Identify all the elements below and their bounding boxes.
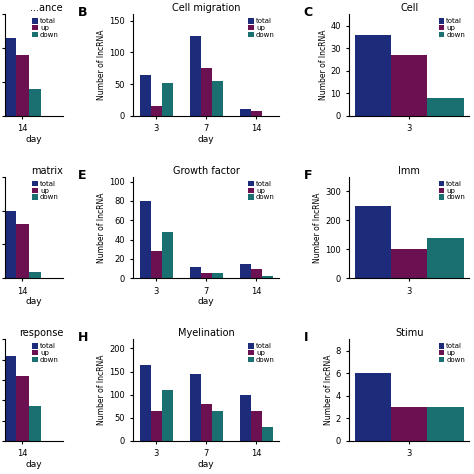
Bar	[251, 111, 262, 116]
Title: Growth factor: Growth factor	[173, 166, 240, 176]
Bar	[140, 365, 151, 441]
Bar	[151, 106, 162, 116]
Bar	[28, 272, 42, 278]
Bar	[391, 249, 428, 278]
Legend: total, up, down: total, up, down	[32, 343, 60, 364]
Bar	[151, 411, 162, 441]
Bar	[212, 81, 223, 116]
Text: I: I	[304, 331, 308, 344]
Bar	[140, 74, 151, 116]
Bar	[190, 267, 201, 278]
Bar	[428, 98, 464, 116]
X-axis label: day: day	[26, 135, 42, 144]
Y-axis label: Number of lncRNA: Number of lncRNA	[98, 355, 107, 425]
Legend: total, up, down: total, up, down	[248, 18, 276, 39]
Text: response: response	[18, 328, 63, 338]
Text: H: H	[78, 331, 88, 344]
Bar	[212, 273, 223, 278]
Legend: total, up, down: total, up, down	[32, 18, 60, 39]
Legend: total, up, down: total, up, down	[438, 18, 466, 39]
Bar	[28, 89, 42, 116]
Bar	[391, 55, 428, 116]
Bar	[16, 376, 28, 441]
Bar	[162, 390, 173, 441]
Text: ...ance: ...ance	[30, 3, 63, 13]
Bar	[262, 276, 273, 278]
Bar	[428, 407, 464, 441]
Bar	[190, 374, 201, 441]
Bar	[251, 269, 262, 278]
Bar	[3, 38, 16, 116]
Title: Imm: Imm	[398, 166, 420, 176]
Y-axis label: Number of lncRNA: Number of lncRNA	[98, 192, 107, 263]
Title: Myelination: Myelination	[178, 328, 235, 338]
Bar	[151, 251, 162, 278]
X-axis label: day: day	[26, 459, 42, 468]
X-axis label: day: day	[198, 297, 215, 306]
Bar	[355, 206, 391, 278]
X-axis label: day: day	[198, 459, 215, 468]
Bar	[391, 407, 428, 441]
Bar	[201, 273, 212, 278]
Bar	[162, 232, 173, 278]
Bar	[355, 35, 391, 116]
Bar	[190, 36, 201, 116]
Bar	[16, 55, 28, 116]
Text: F: F	[304, 169, 312, 182]
Y-axis label: Number of lncRNA: Number of lncRNA	[319, 30, 328, 100]
Bar	[239, 109, 251, 116]
Legend: total, up, down: total, up, down	[248, 343, 276, 364]
Y-axis label: Number of lncRNA: Number of lncRNA	[313, 192, 322, 263]
Legend: total, up, down: total, up, down	[438, 343, 466, 364]
Legend: total, up, down: total, up, down	[32, 180, 60, 201]
Text: C: C	[304, 6, 313, 19]
X-axis label: day: day	[198, 135, 215, 144]
Text: E: E	[78, 169, 86, 182]
Title: Cell migration: Cell migration	[172, 3, 240, 13]
Bar	[212, 411, 223, 441]
X-axis label: day: day	[26, 297, 42, 306]
Text: B: B	[78, 6, 87, 19]
Y-axis label: Number of lncRNA: Number of lncRNA	[98, 30, 107, 100]
Bar	[140, 201, 151, 278]
Title: Cell: Cell	[400, 3, 419, 13]
Legend: total, up, down: total, up, down	[438, 180, 466, 201]
Bar	[162, 83, 173, 116]
Bar	[355, 373, 391, 441]
Title: Stimu: Stimu	[395, 328, 424, 338]
Bar	[201, 68, 212, 116]
Bar	[251, 411, 262, 441]
Bar	[3, 356, 16, 441]
Bar	[262, 427, 273, 441]
Bar	[201, 404, 212, 441]
Bar	[28, 406, 42, 441]
Y-axis label: Number of lncRNA: Number of lncRNA	[324, 355, 333, 425]
Text: matrix: matrix	[31, 166, 63, 176]
Bar	[16, 224, 28, 278]
Bar	[239, 395, 251, 441]
Legend: total, up, down: total, up, down	[248, 180, 276, 201]
Bar	[3, 210, 16, 278]
Bar	[428, 237, 464, 278]
Bar	[239, 264, 251, 278]
